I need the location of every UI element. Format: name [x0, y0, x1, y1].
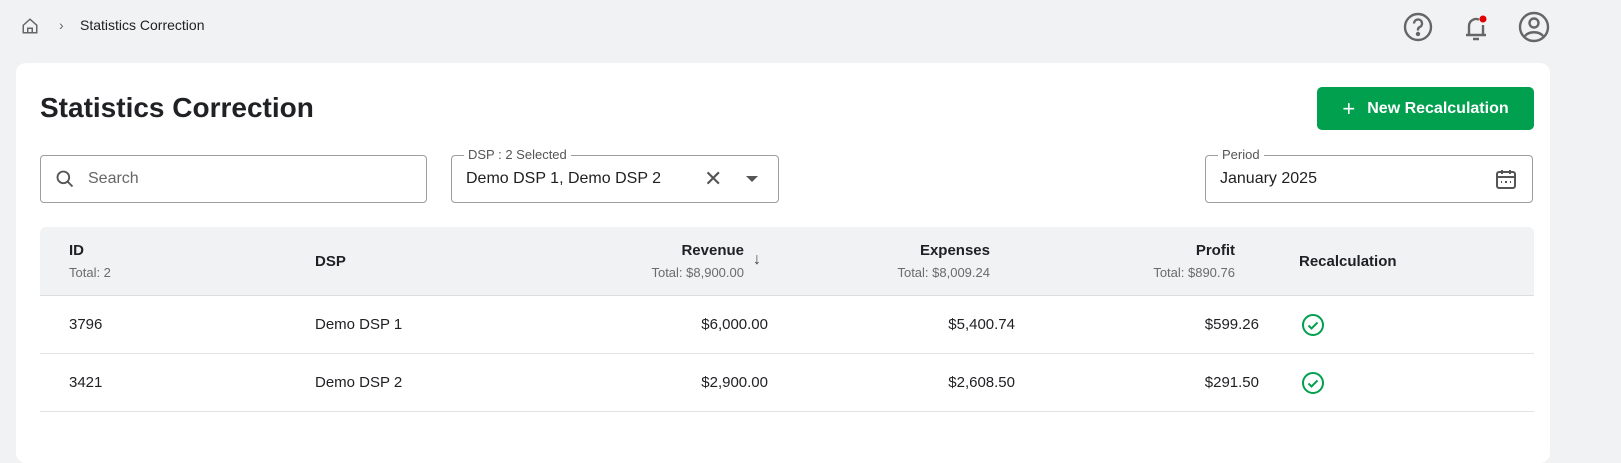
- cell-revenue: $2,900.00: [701, 374, 768, 391]
- new-recalculation-button[interactable]: + New Recalculation: [1317, 87, 1534, 130]
- breadcrumb-current: Statistics Correction: [80, 17, 205, 33]
- check-circle-icon: [1302, 314, 1324, 336]
- expenses-total: Total: $8,009.24: [897, 265, 990, 280]
- dsp-select[interactable]: DSP : 2 Selected Demo DSP 1, Demo DSP 2 …: [451, 147, 779, 203]
- table-row[interactable]: 3796 Demo DSP 1 $6,000.00 $5,400.74 $599…: [40, 296, 1534, 354]
- period-picker[interactable]: Period January 2025: [1205, 147, 1533, 203]
- column-expenses[interactable]: Expenses: [919, 242, 990, 259]
- notification-dot: [1479, 15, 1487, 23]
- table-row[interactable]: 3421 Demo DSP 2 $2,900.00 $2,608.50 $291…: [40, 354, 1534, 412]
- check-circle-icon: [1302, 372, 1324, 394]
- cell-revenue: $6,000.00: [701, 316, 768, 333]
- clear-icon[interactable]: ✕: [704, 166, 723, 191]
- sort-descending-icon[interactable]: ↓: [753, 251, 761, 268]
- column-id[interactable]: ID: [69, 242, 84, 259]
- page-title: Statistics Correction: [40, 92, 314, 123]
- cell-dsp: Demo DSP 2: [315, 374, 403, 391]
- search-icon: [56, 170, 74, 188]
- column-dsp[interactable]: DSP: [315, 253, 346, 270]
- search-input[interactable]: Search: [40, 155, 427, 203]
- help-icon[interactable]: [1402, 11, 1434, 43]
- column-recalculation[interactable]: Recalculation: [1299, 253, 1397, 270]
- cell-expenses: $2,608.50: [948, 374, 1015, 391]
- profit-total: Total: $890.76: [1153, 265, 1235, 280]
- calendar-icon[interactable]: [1494, 167, 1518, 191]
- cell-profit: $599.26: [1204, 316, 1259, 333]
- cell-id: 3421: [69, 374, 103, 391]
- cell-profit: $291.50: [1204, 374, 1259, 391]
- breadcrumb-separator: ›: [59, 17, 64, 33]
- dropdown-arrow-icon[interactable]: [746, 176, 758, 182]
- cell-dsp: Demo DSP 1: [315, 316, 403, 333]
- plus-icon: +: [1342, 95, 1356, 121]
- revenue-total: Total: $8,900.00: [651, 265, 744, 280]
- id-total: Total: 2: [69, 265, 111, 280]
- column-profit[interactable]: Profit: [1195, 242, 1235, 259]
- column-revenue[interactable]: Revenue: [681, 242, 744, 259]
- table-header: ID Total: 2 DSP Revenue Total: $8,900.00…: [40, 227, 1534, 296]
- cell-id: 3796: [69, 316, 103, 333]
- notification-bell-icon[interactable]: [1460, 11, 1492, 43]
- cell-expenses: $5,400.74: [948, 316, 1015, 333]
- home-icon[interactable]: [21, 17, 39, 35]
- account-icon[interactable]: [1518, 11, 1550, 43]
